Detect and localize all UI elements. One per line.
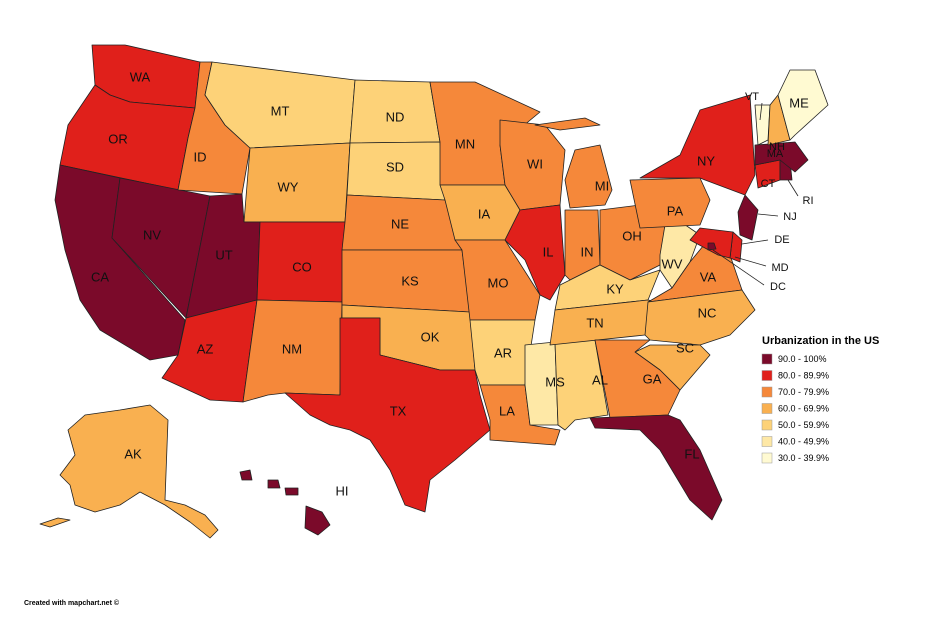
- state-label: WV: [662, 256, 683, 271]
- legend-title: Urbanization in the US: [762, 335, 879, 347]
- state-label: KS: [401, 273, 419, 288]
- state-label: IA: [478, 206, 491, 221]
- state-label: ND: [386, 109, 405, 124]
- state-label: ID: [194, 149, 207, 164]
- state-shape: [644, 289, 756, 346]
- legend-swatch: [761, 370, 773, 381]
- legend-swatch: [761, 403, 773, 414]
- state-label: NV: [143, 227, 161, 242]
- state-shape: [754, 104, 771, 146]
- state-label: NJ: [783, 211, 796, 223]
- state-shape: [284, 317, 491, 513]
- state-shape: [284, 487, 299, 496]
- state-label: IL: [543, 244, 554, 259]
- state-label: OH: [622, 228, 642, 243]
- state-label: AR: [494, 345, 512, 360]
- state-label: MO: [488, 275, 509, 290]
- state-label: NC: [698, 305, 717, 320]
- state-label: SD: [386, 159, 404, 174]
- state-shape: [304, 505, 331, 536]
- state-label: NH: [769, 141, 785, 153]
- state-label: PA: [667, 203, 684, 218]
- state-shape: [737, 194, 759, 241]
- state-label: MA: [767, 148, 784, 160]
- legend-swatch: [761, 386, 773, 398]
- state-label: NY: [697, 153, 715, 168]
- legend-label: 80.0 - 89.9%: [778, 370, 829, 380]
- state-shape: [564, 144, 613, 209]
- state-label: GA: [643, 371, 662, 386]
- legend: Urbanization in the US 90.0 - 100% 80.0 -…: [761, 335, 879, 464]
- state-label: RI: [803, 195, 814, 207]
- state-shape: [267, 479, 281, 489]
- leader-line: [759, 102, 763, 121]
- state-label: AK: [124, 446, 142, 461]
- leader-line: [787, 179, 799, 197]
- leader-line: [712, 249, 765, 286]
- labels: WA OR CA NV ID MT WY UT CO AZ NM ND SD NE KS OK TX MN IA MO…: [91, 69, 814, 498]
- state-label: DC: [770, 281, 786, 293]
- states: [39, 44, 829, 539]
- state-label: WA: [130, 69, 151, 84]
- state-label: CO: [292, 259, 312, 274]
- legend-label: 30.0 - 39.9%: [778, 453, 829, 463]
- legend-swatch: [761, 419, 773, 431]
- leader-line: [734, 256, 767, 267]
- state-shape: [777, 69, 829, 141]
- state-label: LA: [499, 403, 515, 418]
- state-label: AZ: [197, 341, 214, 356]
- state-label: VA: [700, 269, 717, 284]
- state-label: MN: [455, 136, 475, 151]
- state-label: CT: [761, 178, 776, 190]
- state-shape: [754, 141, 809, 173]
- legend-label: 90.0 - 100%: [778, 354, 827, 364]
- legend-label: 70.0 - 79.9%: [778, 387, 829, 397]
- state-label: OR: [108, 131, 128, 146]
- state-label: WY: [278, 179, 299, 194]
- state-shape: [639, 94, 756, 196]
- state-label: MS: [545, 374, 565, 389]
- state-label: MD: [771, 262, 788, 274]
- state-shape: [707, 242, 717, 251]
- state-label: KY: [606, 281, 624, 296]
- state-label: AL: [592, 372, 608, 387]
- state-shape: [59, 404, 219, 539]
- leader-line: [757, 213, 779, 217]
- state-label: DE: [774, 234, 789, 246]
- state-label: ME: [789, 95, 809, 110]
- state-label: IN: [581, 244, 594, 259]
- legend-label: 50.0 - 59.9%: [778, 420, 829, 430]
- legend-swatch: [761, 436, 773, 447]
- state-shape: [239, 469, 253, 481]
- state-shape: [534, 117, 601, 131]
- state-label: FL: [684, 446, 699, 461]
- state-label: VT: [745, 91, 759, 103]
- legend-label: 40.0 - 49.9%: [778, 436, 829, 446]
- state-label: HI: [336, 483, 349, 498]
- state-shape: [589, 414, 723, 521]
- legend-swatch: [761, 353, 773, 365]
- state-shape: [39, 517, 71, 528]
- state-label: TX: [390, 403, 407, 418]
- legend-swatch: [761, 452, 773, 464]
- state-label: NM: [282, 341, 302, 356]
- state-label: WI: [527, 156, 543, 171]
- state-label: MI: [595, 178, 609, 193]
- state-label: TN: [586, 315, 603, 330]
- state-shape: [504, 204, 566, 301]
- state-label: UT: [215, 247, 232, 262]
- state-label: SC: [676, 340, 694, 355]
- state-label: CA: [91, 269, 109, 284]
- legend-label: 60.0 - 69.9%: [778, 403, 829, 413]
- state-label: OK: [421, 329, 440, 344]
- state-label: NE: [391, 216, 409, 231]
- footer: Created with mapchart.net ©: [24, 599, 120, 607]
- leader-line: [741, 239, 769, 245]
- state-label: MT: [271, 103, 290, 118]
